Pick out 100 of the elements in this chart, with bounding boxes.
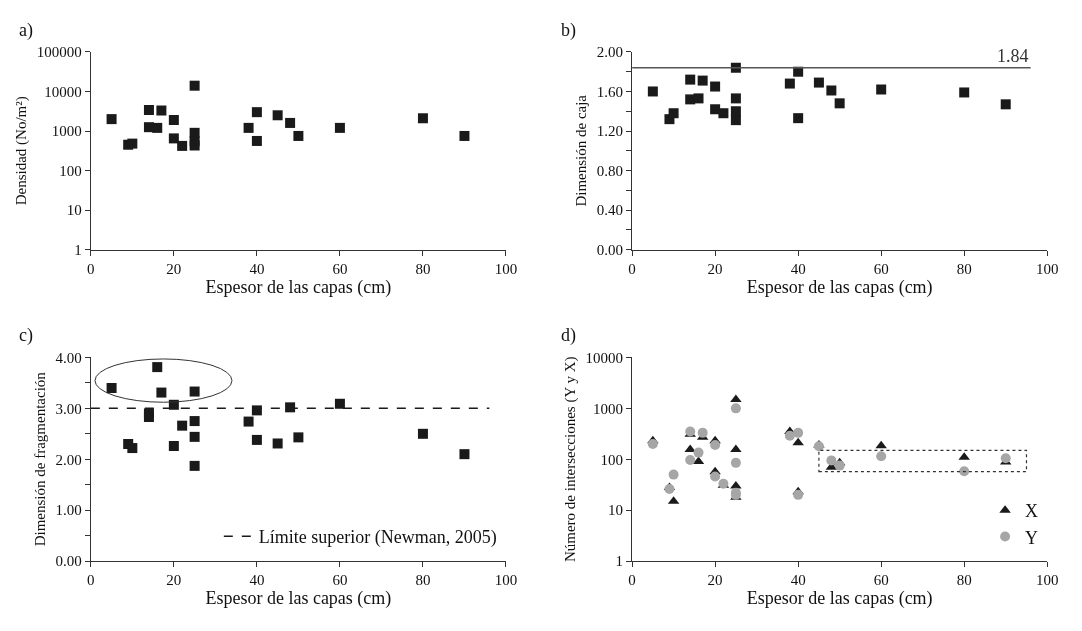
point: [251, 135, 262, 146]
point: [793, 427, 804, 438]
point: [876, 84, 887, 95]
chart-title: b): [561, 20, 576, 41]
point: [285, 117, 296, 128]
point: [685, 94, 696, 105]
y-axis-title: Número de intersecciones (Y y X): [561, 356, 579, 563]
point: [1000, 99, 1011, 110]
x-tick-label: 0: [628, 572, 636, 589]
y-tick-label: 0.00: [55, 553, 82, 570]
x-tick-label: 40: [790, 260, 806, 277]
x-tick-label: 100: [494, 572, 518, 589]
y-tick-label: 1.20: [596, 123, 623, 140]
point: [177, 420, 188, 431]
point: [189, 416, 200, 427]
point: [143, 412, 154, 422]
x-tick-label: 100: [1035, 260, 1059, 277]
point: [959, 466, 970, 477]
legend-label: X: [1025, 501, 1039, 522]
point: [685, 454, 696, 465]
point: [189, 431, 200, 442]
point: [293, 432, 304, 443]
y-tick-label: 1000: [592, 400, 623, 417]
point: [156, 387, 167, 398]
legend-label: Y: [1025, 527, 1039, 548]
point: [693, 447, 704, 458]
point: [127, 443, 138, 454]
y-tick-label: 1: [615, 553, 623, 570]
x-tick-label: 60: [873, 260, 889, 277]
y-tick-label: 1.00: [55, 502, 82, 519]
x-tick-label: 80: [956, 572, 972, 589]
x-tick-label: 20: [707, 572, 723, 589]
point: [685, 74, 696, 85]
y-tick-label: 2.00: [55, 451, 82, 468]
point: [189, 140, 200, 151]
y-tick-label: 0.80: [596, 162, 623, 179]
y-tick-label: 10000: [585, 349, 623, 366]
point: [710, 471, 721, 482]
point: [243, 416, 254, 427]
point: [664, 484, 675, 495]
x-tick-label: 0: [87, 572, 95, 589]
point: [668, 108, 679, 119]
point: [272, 438, 283, 449]
point: [1000, 453, 1011, 464]
x-axis-title: Espesor de las capas (cm): [746, 588, 933, 610]
point: [334, 398, 345, 409]
point: [693, 93, 704, 104]
point: [143, 105, 154, 115]
point: [168, 114, 179, 125]
point: [813, 441, 824, 452]
y-tick-label: 10: [66, 202, 82, 219]
point: [459, 130, 470, 141]
x-tick-label: 0: [628, 260, 636, 277]
x-tick-label: 100: [494, 260, 518, 277]
y-tick-label: 0.00: [596, 241, 623, 258]
point: [826, 455, 837, 466]
point: [876, 451, 887, 462]
point: [684, 444, 696, 453]
point: [152, 362, 163, 373]
legend-label: Límite superior (Newman, 2005): [258, 527, 497, 549]
x-tick-label: 60: [332, 260, 348, 277]
point: [106, 382, 117, 393]
point: [293, 130, 304, 141]
point: [459, 449, 470, 460]
point: [243, 122, 254, 133]
point: [959, 87, 970, 98]
y-axis-title: Dimensión de caja: [572, 94, 589, 207]
y-tick-label: 1.60: [596, 83, 623, 100]
point: [813, 77, 824, 88]
point: [730, 106, 741, 117]
point: [784, 78, 795, 89]
point: [826, 85, 837, 96]
point: [189, 80, 200, 91]
x-axis-title: Espesor de las capas (cm): [205, 588, 392, 610]
point: [285, 402, 296, 413]
y-tick-label: 10: [607, 502, 623, 519]
y-tick-label: 10000: [44, 83, 82, 100]
point: [251, 107, 262, 118]
x-tick-label: 40: [249, 260, 265, 277]
point: [647, 438, 658, 449]
point: [784, 430, 795, 441]
point: [710, 440, 721, 451]
point: [875, 440, 887, 449]
point: [730, 93, 741, 104]
y-tick-label: 100000: [36, 44, 82, 61]
x-tick-label: 40: [249, 572, 265, 589]
x-tick-label: 40: [790, 572, 806, 589]
point: [834, 460, 845, 471]
point: [417, 428, 428, 439]
point: [730, 115, 741, 126]
y-axis-title: Dimensión de fragmentación: [31, 371, 48, 547]
ref-line-label: 1.84: [997, 46, 1029, 66]
point: [189, 386, 200, 397]
point: [417, 113, 428, 124]
chart-title: d): [561, 325, 576, 346]
x-tick-label: 80: [415, 260, 431, 277]
x-tick-label: 60: [332, 572, 348, 589]
point: [168, 441, 179, 452]
point: [177, 140, 188, 151]
point: [668, 469, 679, 480]
